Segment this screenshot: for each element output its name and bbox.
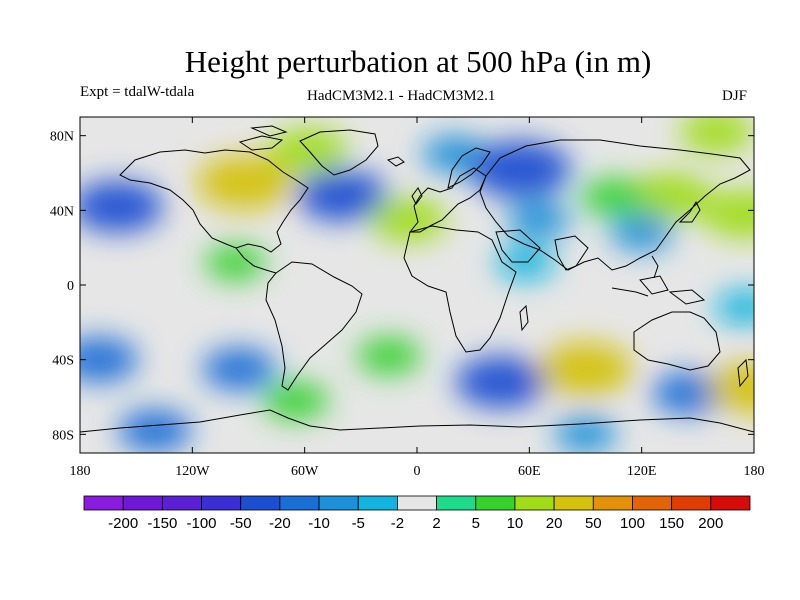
- anomaly-blob-0: [80, 180, 164, 233]
- chart-title: Height perturbation at 500 hPa (in m): [184, 44, 652, 79]
- coast-india: [554, 235, 589, 271]
- coast-madagascar: [519, 304, 529, 332]
- season-label: DJF: [722, 88, 748, 104]
- anomaly-blob-18: [356, 336, 422, 376]
- colorbar: -200 -150 -100 -50 -20 -10 -5 -2 2 5 10 20 50 100 150 2…: [83, 495, 751, 532]
- anomaly-blob-20: [537, 342, 634, 396]
- colorbar-swatch: [83, 495, 124, 511]
- coastlines: [80, 125, 754, 433]
- colorbar-label: 200: [698, 515, 723, 532]
- colorbar-label: -2: [391, 515, 404, 532]
- coast-philippines: [651, 255, 659, 279]
- anomaly-blob-22: [708, 361, 754, 414]
- coast-arctic-islands: [238, 125, 288, 151]
- model-label: HadCM3M2.1 - HadCM3M2.1: [307, 88, 496, 104]
- colorbar-label: -150: [147, 515, 177, 532]
- colorbar-label: -50: [230, 515, 252, 532]
- latitude-axis: 80N 40N 0 40S 80S: [50, 130, 754, 443]
- colorbar-swatch: [710, 495, 751, 511]
- coast-iceland: [386, 156, 405, 167]
- coast-south-america: [265, 261, 363, 391]
- colorbar-label: -20: [269, 515, 291, 532]
- anomaly-blob-19: [455, 356, 548, 408]
- map-background: [80, 117, 754, 453]
- coast-australia: [633, 311, 721, 371]
- lon-tick-label: 0: [414, 464, 421, 479]
- anomaly-blob-10: [580, 177, 647, 217]
- coast-north-america: [119, 149, 309, 253]
- lon-tick-label: 180: [70, 464, 91, 479]
- colorbar-swatch: [279, 495, 320, 511]
- anomaly-blob-2: [204, 244, 266, 281]
- anomaly-blob-15: [715, 289, 754, 326]
- anomaly-blob-21: [651, 371, 726, 415]
- anomaly-blob-5: [369, 197, 447, 242]
- anomaly-blob-12: [702, 189, 754, 239]
- anomaly-blob-17: [202, 347, 276, 391]
- colorbar-swatch: [592, 495, 633, 511]
- coast-indonesia: [611, 275, 706, 305]
- coast-africa: [403, 225, 517, 353]
- lat-tick-label: 80S: [52, 428, 74, 443]
- coast-scandinavia: [447, 147, 491, 189]
- lon-tick-label: 180: [744, 464, 765, 479]
- lat-tick-label: 80N: [50, 130, 74, 145]
- coast-arabia: [495, 229, 541, 263]
- colorbar-label: -10: [308, 515, 330, 532]
- coast-great-britain: [411, 187, 423, 205]
- lon-tick-label: 60E: [518, 464, 541, 479]
- colorbar-label: 10: [507, 515, 524, 532]
- colorbar-label: -5: [352, 515, 365, 532]
- colorbar-swatch: [436, 495, 477, 511]
- anomaly-blob-8: [507, 200, 571, 239]
- lat-tick-label: 40S: [52, 354, 74, 369]
- coast-greenland: [299, 129, 379, 176]
- colorbar-label: 100: [620, 515, 645, 532]
- colorbar-swatch: [201, 495, 242, 511]
- colorbar-label: 150: [659, 515, 684, 532]
- anomaly-blob-25: [554, 415, 617, 453]
- lon-tick-label: 120E: [627, 464, 657, 479]
- colorbar-label: -200: [108, 515, 138, 532]
- anomaly-blob-23: [118, 409, 192, 452]
- anomaly-blob-16: [80, 336, 139, 383]
- map-area: [80, 117, 754, 453]
- colorbar-label: 2: [432, 515, 440, 532]
- coast-antarctica: [80, 409, 754, 433]
- colorbar-swatch: [397, 495, 437, 511]
- colorbar-swatch: [357, 495, 398, 511]
- longitude-axis: 180 120W 60W 0 60E 120E 180: [70, 117, 765, 479]
- coast-central-america: [235, 247, 277, 274]
- anomaly-blob-11: [610, 214, 674, 252]
- colorbar-label: 5: [472, 515, 480, 532]
- anomaly-blob-14: [495, 244, 556, 281]
- coast-asia: [479, 139, 751, 271]
- lat-tick-label: 40N: [50, 204, 74, 219]
- colorbar-swatch: [514, 495, 555, 511]
- colorbar-swatch: [671, 495, 712, 511]
- coast-new-zealand: [737, 358, 749, 388]
- colorbar-swatch: [553, 495, 594, 511]
- lon-tick-label: 120W: [175, 464, 210, 479]
- colorbar-label: -100: [187, 515, 217, 532]
- colorbar-swatch: [161, 495, 202, 511]
- anomaly-blob-24: [262, 381, 329, 421]
- anomaly-blob-7: [468, 140, 572, 198]
- coast-europe: [408, 167, 487, 233]
- experiment-label: Expt = tdalW-tdala: [80, 84, 195, 100]
- colorbar-swatch: [475, 495, 516, 511]
- anomaly-blob-1: [196, 155, 294, 210]
- coast-japan: [678, 200, 701, 223]
- colorbar-label: 50: [585, 515, 602, 532]
- colorbar-swatch: [318, 495, 359, 511]
- lon-tick-label: 60W: [291, 464, 319, 479]
- anomaly-blob-13: [679, 117, 754, 154]
- colorbar-label: 20: [546, 515, 563, 532]
- colorbar-swatch: [240, 495, 281, 511]
- colorbar-swatch: [122, 495, 163, 511]
- anomaly-blob-4: [296, 169, 388, 222]
- lat-tick-label: 0: [67, 279, 74, 294]
- colorbar-swatch: [632, 495, 673, 511]
